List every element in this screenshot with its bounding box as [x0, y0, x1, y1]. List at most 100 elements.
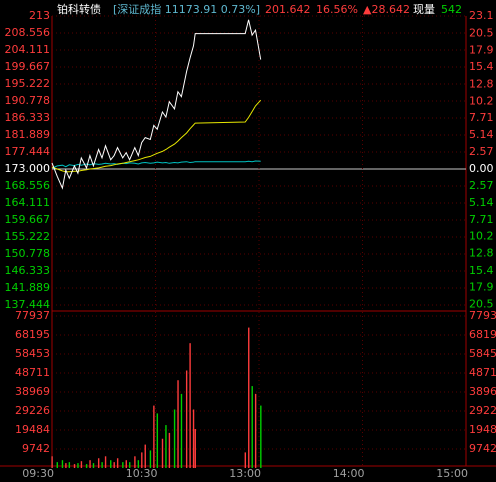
- volume-bar: [113, 462, 115, 468]
- volume-bar: [56, 462, 58, 468]
- volume-bar: [97, 458, 100, 468]
- volume-tick-label: 29226: [15, 404, 50, 417]
- volume-tick-label-right: 77937: [469, 309, 496, 322]
- volume-bar: [73, 464, 76, 468]
- volume-tick-label-right: 38969: [469, 385, 496, 398]
- y2-tick-label: 17.9: [469, 280, 494, 293]
- y2-tick-label: 10.2: [469, 230, 494, 243]
- volume-tick-label: 19484: [15, 423, 50, 436]
- last-price: 201.642: [265, 3, 311, 16]
- y-tick-label: 164.111: [5, 196, 51, 209]
- y2-tick-label: 15.4: [469, 60, 494, 73]
- volume-bar: [185, 370, 188, 468]
- volume-bar: [144, 444, 146, 468]
- y-tick-label: 173.000: [5, 162, 51, 175]
- y2-tick-label: 15.4: [469, 264, 494, 277]
- y-tick-label: 199.667: [5, 60, 51, 73]
- volume-bar: [192, 409, 195, 468]
- y2-tick-label: 5.14: [469, 196, 494, 209]
- x-tick-label: 15:00: [436, 467, 468, 480]
- y-tick-label: 159.667: [5, 213, 51, 226]
- volume-bar: [149, 450, 152, 468]
- volume-bar: [110, 460, 112, 468]
- volume-bar: [134, 456, 136, 468]
- y-tick-label: 195.222: [5, 77, 51, 90]
- volume-bar: [251, 386, 253, 468]
- volume-tick-label-right: 29226: [469, 404, 496, 417]
- price-line: [51, 19, 262, 190]
- volume-bar: [92, 463, 95, 468]
- y2-tick-label: 12.8: [469, 77, 494, 90]
- y-tick-label: 150.778: [5, 247, 51, 260]
- y2-tick-label: 10.2: [469, 95, 494, 108]
- y-tick-label: 181.889: [5, 128, 51, 141]
- change-pct: 16.56%: [316, 3, 358, 16]
- volume-tick-label: 58453: [15, 347, 50, 360]
- y2-tick-label: 0.00: [469, 162, 494, 175]
- volume-label: 现量: [413, 3, 435, 16]
- volume-bar: [137, 460, 140, 468]
- volume-bar: [165, 425, 167, 468]
- price-line: [51, 160, 261, 169]
- y-tick-label: 208.556: [5, 26, 51, 39]
- volume-bar: [153, 405, 155, 468]
- volume-bar: [51, 456, 53, 468]
- y2-tick-label: 20.5: [469, 26, 494, 39]
- y-tick-label: 141.889: [5, 281, 51, 294]
- volume-bar: [80, 461, 83, 468]
- y2-tick-label: 7.71: [469, 111, 494, 124]
- volume-bar: [104, 456, 107, 468]
- index-quote: [深证成指 11173.91 0.73%]: [113, 2, 260, 16]
- volume-bar: [116, 458, 119, 468]
- volume-tick-label: 68195: [15, 328, 50, 341]
- volume-bar: [122, 462, 124, 468]
- volume-bar: [68, 462, 71, 468]
- volume-bar: [248, 327, 250, 468]
- volume-tick-label-right: 68195: [469, 328, 496, 341]
- y-tick-label: 155.222: [5, 230, 51, 243]
- y-tick-label: 146.333: [5, 264, 51, 277]
- volume-bar: [85, 464, 88, 468]
- volume-bar: [125, 460, 127, 468]
- volume-tick-label: 48711: [15, 366, 50, 379]
- y-tick-label: 137.444: [5, 298, 51, 311]
- volume-tick-label-right: 58453: [469, 347, 496, 360]
- volume-tick-label-right: 9742: [469, 442, 496, 455]
- y2-tick-label: 12.8: [469, 247, 494, 260]
- y-tick-label: 204.111: [5, 43, 51, 56]
- x-tick-label: 13:00: [229, 467, 261, 480]
- volume-bar: [89, 460, 91, 468]
- x-tick-label: 09:30: [22, 467, 54, 480]
- volume-bar: [61, 460, 64, 468]
- change: ▲28.642: [363, 3, 410, 16]
- volume-bar: [254, 393, 257, 468]
- y2-tick-label: 23.1: [469, 9, 494, 22]
- volume-bar: [156, 413, 159, 468]
- y2-tick-label: 5.14: [469, 128, 494, 141]
- volume-bar: [141, 452, 143, 468]
- volume-bar: [194, 428, 196, 468]
- volume-tick-label: 38969: [15, 385, 50, 398]
- volume-now: 542: [441, 3, 462, 16]
- price-line: [51, 99, 262, 173]
- volume-bar: [180, 393, 183, 468]
- y-tick-label: 190.778: [5, 94, 51, 107]
- volume-bar: [189, 343, 191, 468]
- y2-tick-label: 2.57: [469, 145, 494, 158]
- volume-bar: [101, 462, 103, 468]
- y2-tick-label: 2.57: [469, 179, 494, 192]
- y2-tick-label: 20.5: [469, 298, 494, 311]
- chart-title: 铂科转债: [57, 2, 101, 16]
- volume-tick-label-right: 48711: [469, 366, 496, 379]
- volume-bar: [244, 452, 246, 468]
- volume-bar: [77, 463, 79, 468]
- y2-tick-label: 7.71: [469, 213, 494, 226]
- y-tick-label: 213: [29, 9, 50, 22]
- volume-tick-label: 77937: [15, 309, 50, 322]
- y-tick-label: 177.444: [5, 145, 51, 158]
- volume-tick-label-right: 19484: [469, 423, 496, 436]
- x-tick-label: 14:00: [333, 467, 365, 480]
